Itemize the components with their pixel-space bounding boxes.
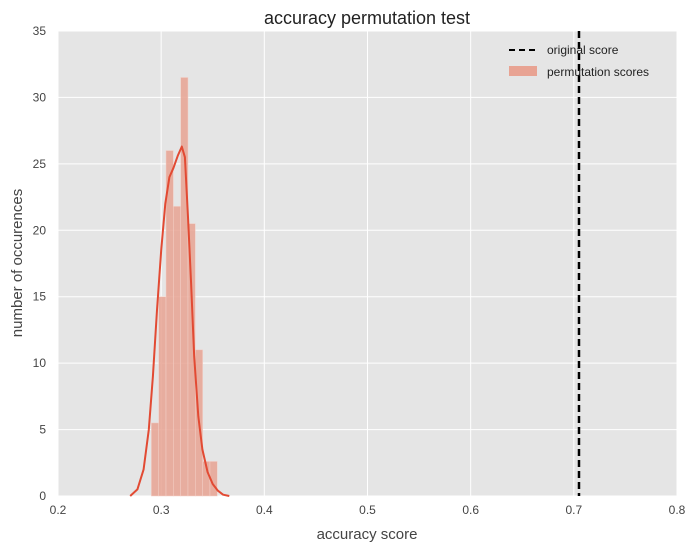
legend-label-original-score: original score bbox=[547, 43, 619, 57]
density-curve bbox=[129, 145, 230, 497]
x-tick-label: 0.5 bbox=[359, 503, 376, 517]
density-curve-group bbox=[129, 145, 230, 497]
x-axis-label: accuracy score bbox=[317, 526, 418, 543]
y-tick-label: 10 bbox=[33, 356, 47, 370]
y-tick-label: 15 bbox=[33, 290, 47, 304]
y-tick-label: 20 bbox=[33, 223, 47, 237]
histogram-bar bbox=[158, 296, 167, 497]
x-tick-label: 0.3 bbox=[153, 503, 170, 517]
y-tick-label: 5 bbox=[39, 423, 46, 437]
histogram-bar bbox=[173, 206, 181, 497]
y-tick-label: 35 bbox=[33, 24, 47, 38]
x-tick-label: 0.4 bbox=[256, 503, 273, 517]
x-tick-label: 0.7 bbox=[565, 503, 582, 517]
y-tick-label: 0 bbox=[39, 489, 46, 503]
x-axis-ticks: 0.2 0.3 0.4 0.5 0.6 0.7 0.8 bbox=[50, 503, 686, 517]
legend: original score permutation scores bbox=[509, 43, 649, 79]
y-tick-label: 30 bbox=[33, 90, 47, 104]
x-tick-label: 0.6 bbox=[462, 503, 479, 517]
histogram-bar bbox=[180, 77, 189, 497]
x-tick-label: 0.8 bbox=[669, 503, 686, 517]
chart-title: accuracy permutation test bbox=[264, 8, 470, 28]
y-tick-label: 25 bbox=[33, 157, 47, 171]
y-axis-ticks: 0 5 10 15 20 25 30 35 bbox=[33, 24, 47, 503]
legend-label-permutation-scores: permutation scores bbox=[547, 65, 649, 79]
legend-swatch-permutation-scores bbox=[509, 66, 537, 76]
y-axis-label: number of occurences bbox=[9, 189, 26, 337]
x-tick-label: 0.2 bbox=[50, 503, 67, 517]
histogram-bar bbox=[151, 422, 159, 497]
histogram-bar bbox=[165, 150, 174, 497]
